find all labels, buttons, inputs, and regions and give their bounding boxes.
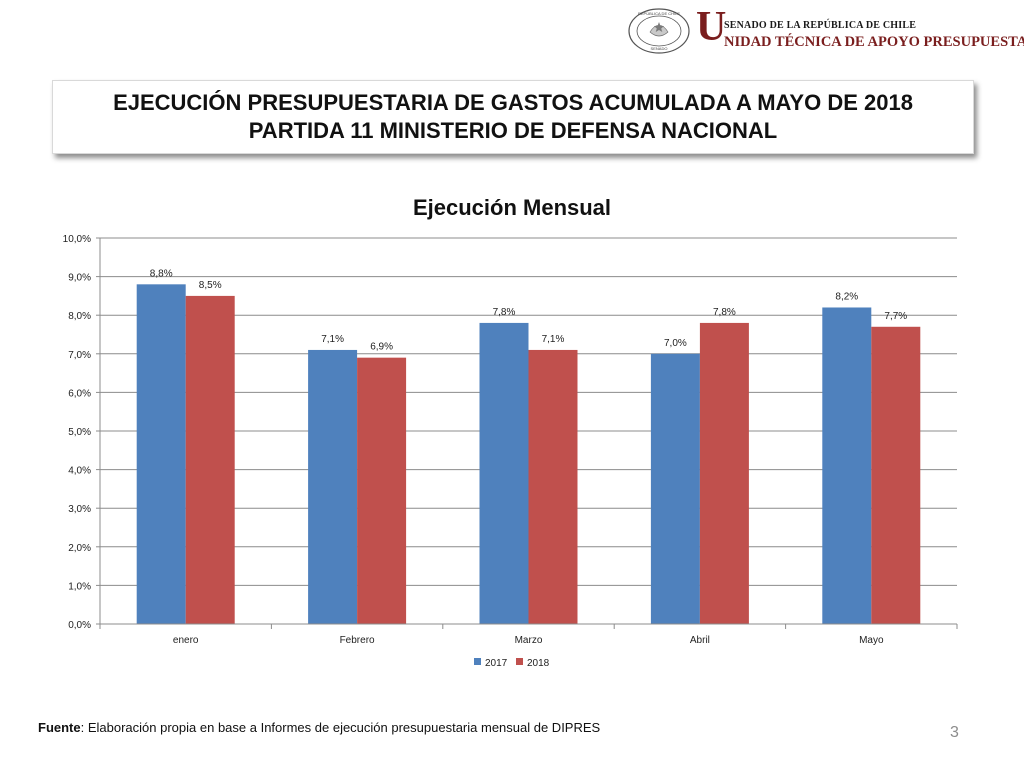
source-note: Fuente: Elaboración propia en base a Inf… xyxy=(38,720,600,735)
logo-letter: U xyxy=(696,4,727,50)
data-label: 7,8% xyxy=(713,307,736,318)
bar-2017-Febrero xyxy=(308,349,358,624)
data-label: 8,2% xyxy=(835,291,858,302)
data-label: 7,8% xyxy=(493,307,516,318)
title-line-1: EJECUCIÓN PRESUPUESTARIA DE GASTOS ACUMU… xyxy=(113,90,913,115)
y-tick-label: 7,0% xyxy=(68,350,91,361)
bar-2018-Febrero xyxy=(357,357,407,624)
title-line-2: PARTIDA 11 MINISTERIO DE DEFENSA NACIONA… xyxy=(248,118,778,143)
bar-chart: Ejecución Mensual 0,0% 1,0% 2,0% 3,0% 4,0% 5,… xyxy=(63,195,958,669)
svg-text:REPÚBLICA DE CHILE: REPÚBLICA DE CHILE xyxy=(638,11,680,16)
y-tick-label: 4,0% xyxy=(68,466,91,477)
data-label: 7,1% xyxy=(321,334,344,345)
source-label: Fuente xyxy=(38,720,81,735)
legend-swatch xyxy=(474,658,481,665)
svg-text:SENADO: SENADO xyxy=(651,46,668,51)
y-tick-label: 1,0% xyxy=(68,581,91,592)
chart-title: Ejecución Mensual xyxy=(413,195,611,220)
bar-2018-Mayo xyxy=(871,326,921,624)
page-number: 3 xyxy=(950,724,959,741)
source-text: : Elaboración propia en base a Informes … xyxy=(80,720,601,735)
unit-line: NIDAD TÉCNICA DE APOYO PRESUPUESTARIO xyxy=(724,34,1024,50)
x-tick-label: enero xyxy=(173,635,199,646)
bar-2017-Marzo xyxy=(479,322,529,624)
y-tick-label: 5,0% xyxy=(68,427,91,438)
y-tick-label: 0,0% xyxy=(68,620,91,631)
data-label: 8,8% xyxy=(150,268,173,279)
title-box: EJECUCIÓN PRESUPUESTARIA DE GASTOS ACUMU… xyxy=(52,80,974,154)
x-tick-label: Mayo xyxy=(859,635,884,646)
bar-2018-Abril xyxy=(699,322,749,624)
header-logo: REPÚBLICA DE CHILE SENADO U SENADO DE LA… xyxy=(628,6,1024,56)
y-tick-label: 3,0% xyxy=(68,504,91,515)
bar-2017-Abril xyxy=(650,353,700,624)
senate-seal-icon: REPÚBLICA DE CHILE SENADO xyxy=(628,8,690,54)
data-label: 8,5% xyxy=(199,280,222,291)
y-tick-label: 2,0% xyxy=(68,543,91,554)
legend-swatch xyxy=(516,658,523,665)
data-label: 7,0% xyxy=(664,338,687,349)
y-tick-label: 9,0% xyxy=(68,273,91,284)
bar-2017-Mayo xyxy=(822,307,872,624)
bar-2018-Marzo xyxy=(528,349,578,624)
data-label: 7,1% xyxy=(542,334,565,345)
bar-2018-enero xyxy=(185,295,235,624)
senado-line: SENADO DE LA REPÚBLICA DE CHILE xyxy=(724,20,917,31)
data-label: 7,7% xyxy=(884,311,907,322)
data-label: 6,9% xyxy=(370,342,393,353)
y-tick-label: 6,0% xyxy=(68,388,91,399)
x-tick-label: Febrero xyxy=(340,635,375,646)
legend-label: 2018 xyxy=(527,658,550,669)
y-tick-label: 8,0% xyxy=(68,311,91,322)
y-tick-label: 10,0% xyxy=(63,234,91,245)
x-tick-label: Abril xyxy=(690,635,710,646)
unit-logo: U SENADO DE LA REPÚBLICA DE CHILE NIDAD … xyxy=(696,6,1024,56)
bar-2017-enero xyxy=(136,284,186,624)
x-tick-label: Marzo xyxy=(515,635,543,646)
legend-label: 2017 xyxy=(485,658,508,669)
